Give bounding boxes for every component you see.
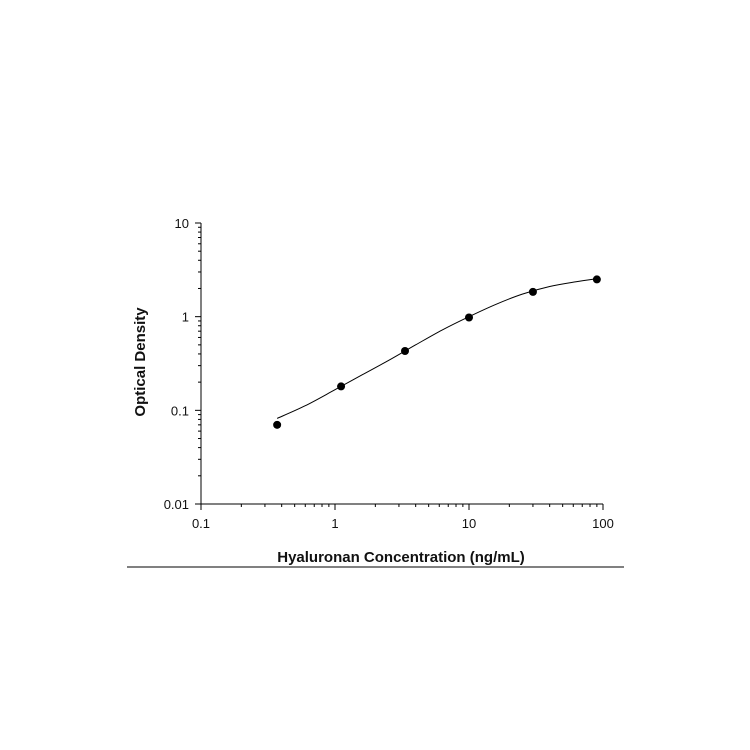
ticks bbox=[195, 222, 604, 510]
data-point bbox=[465, 313, 473, 322]
data-point bbox=[592, 275, 601, 284]
y-tick-label: 0.1 bbox=[171, 403, 189, 418]
y-tick-label: 1 bbox=[182, 310, 189, 325]
y-tick-label: 0.01 bbox=[164, 497, 189, 512]
data-point bbox=[337, 382, 346, 391]
x-tick-label: 1 bbox=[331, 516, 338, 531]
data-point bbox=[528, 287, 537, 296]
data-point bbox=[401, 346, 410, 355]
y-axis-title: Optical Density bbox=[132, 307, 149, 417]
x-tick-label: 10 bbox=[462, 516, 476, 531]
x-axis-title: Hyaluronan Concentration (ng/mL) bbox=[277, 549, 525, 566]
fit-curve bbox=[276, 278, 597, 419]
x-tick-label: 0.1 bbox=[192, 516, 210, 531]
data-points bbox=[273, 275, 601, 429]
data-point bbox=[273, 420, 282, 429]
axes bbox=[200, 223, 603, 505]
y-tick-label: 10 bbox=[175, 216, 189, 231]
x-tick-label: 100 bbox=[592, 516, 614, 531]
